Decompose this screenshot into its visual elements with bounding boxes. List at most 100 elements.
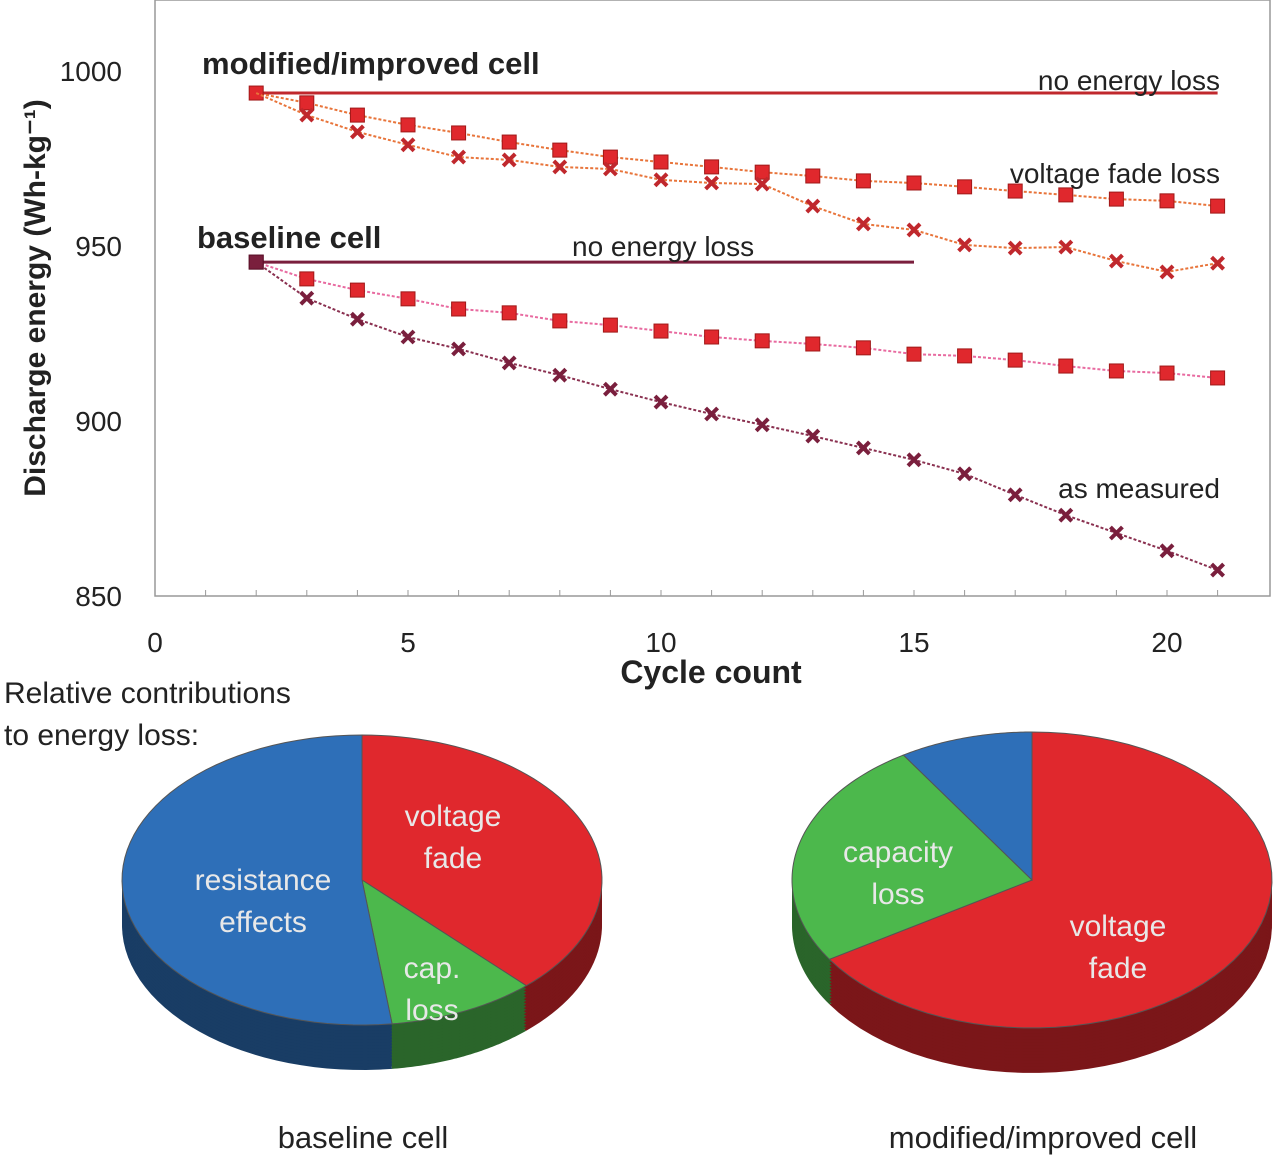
pie-slice-label: loss — [871, 878, 924, 911]
series-line-baseline-x — [255, 261, 1218, 572]
data-point-x — [1007, 487, 1023, 503]
data-point-square — [754, 333, 770, 349]
pie-heading-line1: Relative contributions — [4, 677, 291, 710]
data-point-x — [1007, 240, 1023, 256]
data-point-x — [1058, 507, 1074, 523]
data-point-square — [906, 175, 922, 191]
y-tick-label: 900 — [75, 406, 122, 437]
pie-modified: voltage fade capacity loss — [791, 731, 1273, 1073]
data-point-x — [754, 417, 770, 433]
data-point-x — [349, 311, 365, 327]
data-point-x — [805, 428, 821, 444]
label-baseline-cell: baseline cell — [197, 220, 381, 255]
data-point-square — [855, 340, 871, 356]
data-point-square — [299, 271, 315, 287]
plot-frame — [154, 0, 1271, 597]
x-tick-label: 5 — [400, 627, 416, 658]
data-point-x — [1210, 562, 1226, 578]
x-tick-label: 0 — [147, 627, 163, 658]
data-point-x — [602, 161, 618, 177]
y-tick-label: 1000 — [60, 56, 122, 87]
pie-title-modified: modified/improved cell — [889, 1120, 1197, 1155]
data-point-square — [1058, 358, 1074, 374]
data-point-x — [1108, 525, 1124, 541]
series-line-baseline-square — [255, 261, 1218, 379]
data-point-square — [1007, 183, 1023, 199]
data-point-square — [704, 159, 720, 175]
pie-slice-label: cap. — [404, 952, 461, 985]
pie-slice — [361, 878, 528, 1025]
series-line-modified-x — [255, 92, 1218, 273]
data-point-x — [906, 452, 922, 468]
annotation-modified-no-loss: no energy loss — [1038, 65, 1220, 96]
y-tick-label: 950 — [75, 231, 122, 262]
data-point-x — [704, 175, 720, 191]
data-point-x — [451, 341, 467, 357]
data-point-square — [602, 149, 618, 165]
data-point-x — [1058, 239, 1074, 255]
data-point-square — [805, 168, 821, 184]
x-axis-label: Cycle count — [620, 654, 802, 690]
pie-slice-label: resistance — [195, 864, 332, 897]
data-point-square — [754, 164, 770, 180]
data-point-square — [1159, 193, 1175, 209]
pie-slice — [121, 734, 393, 1026]
series-line-modified-square — [256, 92, 1218, 208]
data-point-square — [1007, 352, 1023, 368]
data-point-square — [501, 305, 517, 321]
data-point-x — [602, 381, 618, 397]
y-axis-label: Discharge energy (Wh-kg⁻¹) — [19, 99, 52, 497]
data-point-square — [299, 95, 315, 111]
pie-slice-label: voltage — [405, 800, 502, 833]
data-point-x — [552, 367, 568, 383]
data-point-square — [349, 282, 365, 298]
data-point-square — [501, 134, 517, 150]
pie-baseline: voltage fade cap. loss resistance effects — [121, 734, 603, 1070]
annotation-baseline-no-loss: no energy loss — [572, 231, 754, 262]
data-point-x — [957, 466, 973, 482]
data-point-square — [704, 329, 720, 345]
data-point-x — [855, 216, 871, 232]
data-point-square — [1058, 187, 1074, 203]
data-point-x — [1159, 543, 1175, 559]
data-point-x — [805, 198, 821, 214]
pie-slice-label: voltage — [1070, 910, 1167, 943]
data-point-x — [400, 137, 416, 153]
data-point-x — [704, 406, 720, 422]
data-point-x — [1108, 253, 1124, 269]
data-point-square — [451, 301, 467, 317]
x-tick-label: 15 — [898, 627, 929, 658]
data-point-square — [1210, 370, 1226, 386]
data-point-x — [451, 149, 467, 165]
data-point-x — [754, 176, 770, 192]
pie-heading: Relative contributions to energy loss: — [4, 677, 299, 752]
data-point-x — [906, 222, 922, 238]
label-modified-cell: modified/improved cell — [202, 46, 540, 81]
data-point-square — [552, 142, 568, 158]
data-point-square — [451, 125, 467, 141]
pie-slice-label: fade — [1089, 952, 1147, 985]
data-point-square — [653, 323, 669, 339]
data-point-square — [1210, 198, 1226, 214]
pie-slice-label: effects — [219, 906, 307, 939]
data-point-square — [1108, 191, 1124, 207]
pie-heading-line2: to energy loss: — [4, 719, 199, 752]
data-point-x — [855, 440, 871, 456]
data-point-square — [855, 173, 871, 189]
pie-slice-label: capacity — [843, 836, 953, 869]
y-tick-label: 850 — [75, 581, 122, 612]
data-point-square — [400, 117, 416, 133]
data-point-x — [957, 237, 973, 253]
pie-slice — [791, 754, 1033, 960]
data-point-x — [501, 152, 517, 168]
data-point-x — [349, 124, 365, 140]
data-point-x — [299, 107, 315, 123]
line-chart: 0 5 10 15 20 850 900 950 1000 Discharge energy (… — [19, 0, 1271, 690]
data-point-x — [653, 394, 669, 410]
data-point-square — [602, 317, 618, 333]
data-point-square — [957, 348, 973, 364]
annotation-voltage-fade: voltage fade loss — [1010, 158, 1220, 189]
pie-title-baseline: baseline cell — [278, 1120, 449, 1155]
data-point-x — [501, 355, 517, 371]
data-point-square — [957, 179, 973, 195]
